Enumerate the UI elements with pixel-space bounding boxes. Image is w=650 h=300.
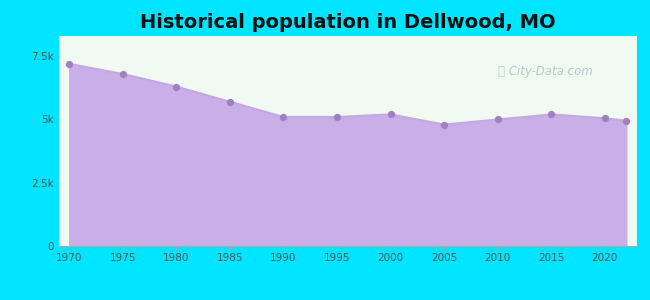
Point xyxy=(385,112,396,117)
Point xyxy=(621,118,632,123)
Point xyxy=(225,99,235,104)
Point xyxy=(493,117,503,122)
Point xyxy=(546,112,556,117)
Point xyxy=(439,122,449,127)
Point xyxy=(332,115,343,119)
Point xyxy=(600,116,610,121)
Point xyxy=(64,61,74,66)
Point xyxy=(171,84,181,89)
Title: Historical population in Dellwood, MO: Historical population in Dellwood, MO xyxy=(140,13,556,32)
Point xyxy=(118,72,128,76)
Text: ⓘ City-Data.com: ⓘ City-Data.com xyxy=(498,65,593,78)
Point xyxy=(278,115,289,119)
